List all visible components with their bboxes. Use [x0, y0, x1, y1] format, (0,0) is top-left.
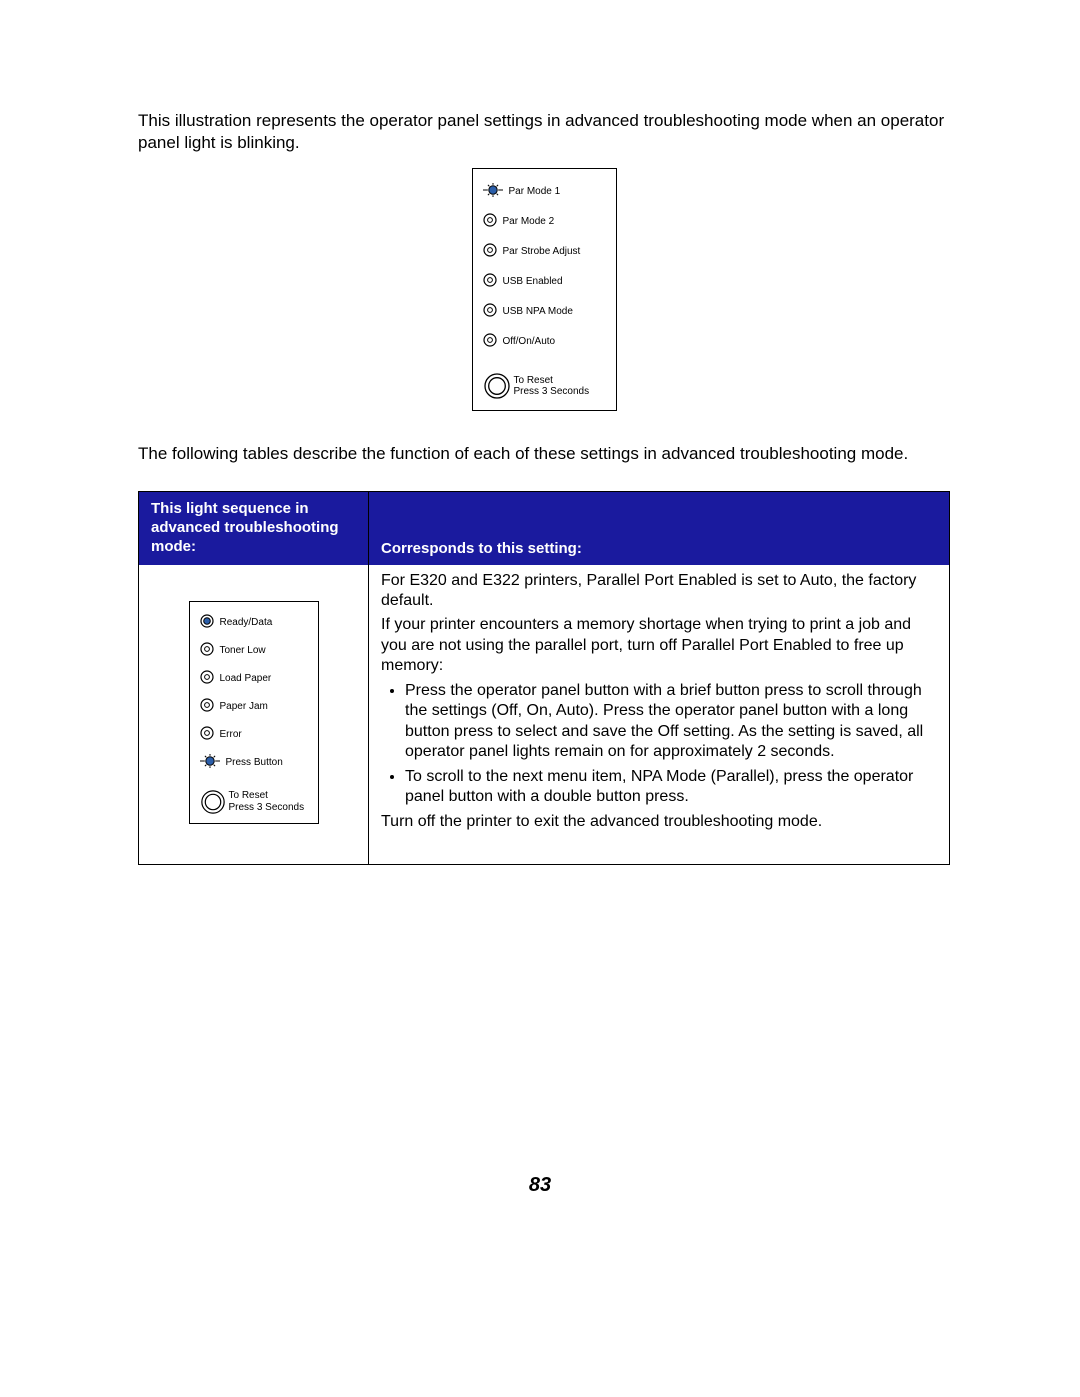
table-body-col1: Ready/Data Toner Low Load Paper Paper Ja…: [139, 565, 369, 865]
panel-row: Ready/Data: [200, 614, 312, 631]
table-header-col1: This light sequence in advanced troubles…: [139, 492, 369, 564]
led-label: Load Paper: [220, 673, 312, 684]
settings-table: This light sequence in advanced troubles…: [138, 491, 950, 865]
led-icon: [200, 614, 214, 631]
led-icon: [200, 642, 214, 659]
led-icon: [200, 754, 220, 771]
panel-row: Par Mode 2: [483, 213, 609, 230]
top-operator-panel: Par Mode 1 Par Mode 2 Par Strobe Adjust …: [472, 168, 617, 411]
led-icon: [200, 726, 214, 743]
reset-text: To Reset Press 3 Seconds: [514, 375, 590, 398]
led-label: Error: [220, 729, 312, 740]
mid-paragraph: The following tables describe the functi…: [138, 443, 950, 465]
reset-button-icon: [483, 372, 511, 400]
page-number: 83: [0, 1174, 1080, 1197]
left-reset-line1: To Reset: [229, 790, 268, 801]
led-label: Par Mode 2: [503, 216, 609, 227]
panel-row: Press Button: [200, 754, 312, 771]
reset-button-icon: [200, 789, 226, 815]
led-label: Press Button: [226, 757, 312, 768]
right-p2: If your printer encounters a memory shor…: [381, 615, 937, 676]
left-reset-row: To Reset Press 3 Seconds: [200, 789, 312, 815]
right-bullet1: Press the operator panel button with a b…: [405, 681, 937, 763]
reset-line1: To Reset: [514, 375, 553, 386]
panel-row: Error: [200, 726, 312, 743]
led-icon: [200, 670, 214, 687]
panel-row: USB NPA Mode: [483, 303, 609, 320]
right-bullets: Press the operator panel button with a b…: [381, 681, 937, 808]
reset-line2: Press 3 Seconds: [514, 386, 590, 397]
led-icon: [483, 213, 497, 230]
panel-row: Toner Low: [200, 642, 312, 659]
led-label: Ready/Data: [220, 617, 312, 628]
panel-row: Par Mode 1: [483, 183, 609, 200]
led-icon: [483, 183, 503, 200]
led-label: USB NPA Mode: [503, 306, 609, 317]
right-bullet2: To scroll to the next menu item, NPA Mod…: [405, 767, 937, 808]
led-label: Par Strobe Adjust: [503, 246, 609, 257]
table-header-col2: Corresponds to this setting:: [369, 492, 949, 564]
table-body-col2: For E320 and E322 printers, Parallel Por…: [369, 565, 949, 865]
left-panel-rows: Ready/Data Toner Low Load Paper Paper Ja…: [200, 614, 312, 771]
led-icon: [200, 698, 214, 715]
left-reset-text: To Reset Press 3 Seconds: [229, 790, 305, 813]
led-label: Par Mode 1: [509, 186, 609, 197]
left-operator-panel: Ready/Data Toner Low Load Paper Paper Ja…: [189, 601, 319, 824]
panel-rows: Par Mode 1 Par Mode 2 Par Strobe Adjust …: [483, 183, 609, 350]
panel-row: USB Enabled: [483, 273, 609, 290]
reset-button-row: To Reset Press 3 Seconds: [483, 372, 609, 400]
panel-row: Off/On/Auto: [483, 333, 609, 350]
led-label: Toner Low: [220, 645, 312, 656]
panel-row: Load Paper: [200, 670, 312, 687]
table-header-col2-text: Corresponds to this setting:: [381, 540, 582, 557]
table-body: Ready/Data Toner Low Load Paper Paper Ja…: [139, 565, 949, 865]
left-reset-line2: Press 3 Seconds: [229, 802, 305, 813]
led-label: Paper Jam: [220, 701, 312, 712]
right-p1: For E320 and E322 printers, Parallel Por…: [381, 571, 937, 612]
led-icon: [483, 333, 497, 350]
page-container: This illustration represents the operato…: [0, 0, 1080, 1397]
led-icon: [483, 273, 497, 290]
panel-row: Paper Jam: [200, 698, 312, 715]
led-label: Off/On/Auto: [503, 336, 609, 347]
intro-paragraph: This illustration represents the operato…: [138, 110, 950, 154]
table-header: This light sequence in advanced troubles…: [139, 492, 949, 564]
led-label: USB Enabled: [503, 276, 609, 287]
right-p3: Turn off the printer to exit the advance…: [381, 812, 937, 832]
panel-row: Par Strobe Adjust: [483, 243, 609, 260]
led-icon: [483, 243, 497, 260]
led-icon: [483, 303, 497, 320]
